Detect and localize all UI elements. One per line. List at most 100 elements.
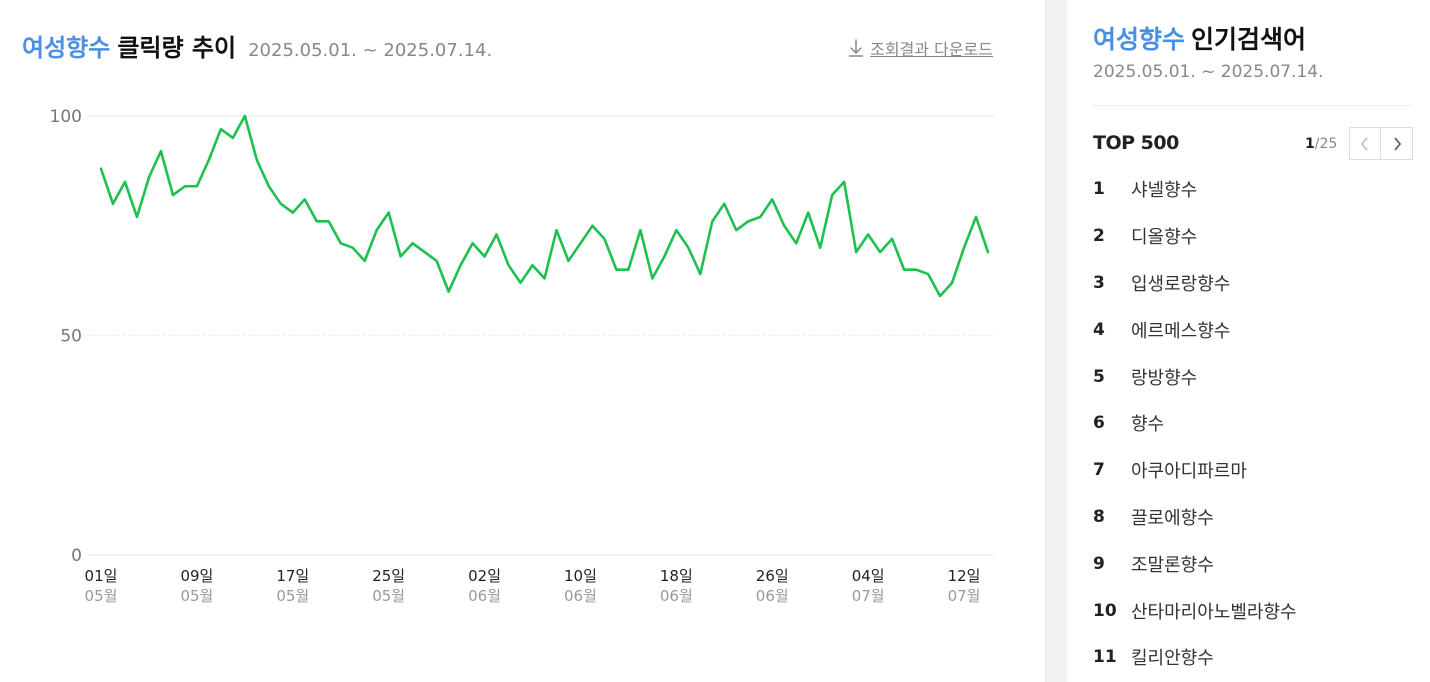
keyword-name[interactable]: 디올향수	[1131, 227, 1198, 249]
prev-page-button[interactable]	[1349, 127, 1381, 160]
data-point[interactable]	[780, 222, 788, 230]
keyword-name[interactable]: 입생로랑향수	[1131, 273, 1231, 295]
data-point[interactable]	[876, 248, 884, 256]
data-point[interactable]	[768, 195, 776, 203]
keyword-name[interactable]: 조말론향수	[1131, 554, 1214, 576]
data-point[interactable]	[517, 279, 525, 287]
data-point[interactable]	[313, 217, 321, 225]
keyword-list-item[interactable]: 6 향수	[1093, 400, 1297, 447]
data-point[interactable]	[277, 200, 285, 208]
keyword-name[interactable]: 산타마리아노벨라향수	[1131, 601, 1297, 623]
data-point[interactable]	[169, 191, 177, 199]
keyword-list-item[interactable]: 8 끌로에향수	[1093, 494, 1297, 541]
data-point[interactable]	[529, 261, 537, 269]
data-point[interactable]	[457, 261, 465, 269]
keyword-name[interactable]: 향수	[1131, 414, 1165, 436]
data-point[interactable]	[325, 217, 333, 225]
data-point[interactable]	[720, 200, 728, 208]
keyword-list-item[interactable]: 11 킬리안향수	[1093, 634, 1297, 681]
data-point[interactable]	[409, 239, 417, 247]
download-results-link[interactable]: 조회결과 다운로드	[848, 36, 993, 60]
data-point[interactable]	[888, 235, 896, 243]
data-point[interactable]	[193, 182, 201, 190]
data-point[interactable]	[373, 226, 381, 234]
data-point[interactable]	[816, 244, 824, 252]
keyword-name[interactable]: 아쿠아디파르마	[1131, 461, 1247, 483]
keyword-list-item[interactable]: 9 조말론향수	[1093, 540, 1297, 587]
data-point[interactable]	[912, 266, 920, 274]
data-point[interactable]	[349, 244, 357, 252]
data-point[interactable]	[648, 274, 656, 282]
keyword-name[interactable]: 랑방향수	[1131, 367, 1198, 389]
data-point[interactable]	[469, 239, 477, 247]
data-point[interactable]	[708, 217, 716, 225]
data-point[interactable]	[588, 222, 596, 230]
data-point[interactable]	[744, 217, 752, 225]
data-point[interactable]	[600, 235, 608, 243]
keyword-name[interactable]: 샤넬향수	[1131, 180, 1198, 202]
data-point[interactable]	[612, 266, 620, 274]
data-point[interactable]	[253, 156, 261, 164]
data-point[interactable]	[205, 156, 213, 164]
data-point[interactable]	[732, 226, 740, 234]
data-point[interactable]	[541, 274, 549, 282]
data-point[interactable]	[564, 257, 572, 265]
data-point[interactable]	[804, 209, 812, 217]
data-point[interactable]	[924, 270, 932, 278]
keyword-name[interactable]: 킬리안향수	[1131, 648, 1214, 670]
keyword-name[interactable]: 에르메스향수	[1131, 320, 1231, 342]
data-point[interactable]	[133, 213, 141, 221]
data-point[interactable]	[792, 239, 800, 247]
data-point[interactable]	[289, 209, 297, 217]
data-point[interactable]	[421, 248, 429, 256]
data-point[interactable]	[660, 252, 668, 260]
data-point[interactable]	[265, 182, 273, 190]
data-point[interactable]	[576, 239, 584, 247]
data-point[interactable]	[433, 257, 441, 265]
data-point[interactable]	[900, 266, 908, 274]
data-point[interactable]	[864, 231, 872, 239]
data-point[interactable]	[972, 213, 980, 221]
keyword-list-item[interactable]: 7 아쿠아디파르마	[1093, 447, 1297, 494]
data-point[interactable]	[852, 248, 860, 256]
next-page-button[interactable]	[1381, 127, 1413, 160]
data-point[interactable]	[552, 226, 560, 234]
data-point[interactable]	[840, 178, 848, 186]
data-point[interactable]	[624, 266, 632, 274]
data-point[interactable]	[217, 125, 225, 133]
keyword-list-item[interactable]: 3 입생로랑향수	[1093, 260, 1297, 307]
data-point[interactable]	[445, 288, 453, 296]
data-point[interactable]	[684, 244, 692, 252]
data-point[interactable]	[181, 182, 189, 190]
keyword-list-item[interactable]: 2 디올향수	[1093, 213, 1297, 260]
keyword-name[interactable]: 끌로에향수	[1131, 507, 1214, 529]
data-point[interactable]	[361, 257, 369, 265]
keyword-list-item[interactable]: 10 산타마리아노벨라향수	[1093, 587, 1297, 634]
keyword-list-item[interactable]: 4 에르메스향수	[1093, 306, 1297, 353]
data-point[interactable]	[696, 270, 704, 278]
data-point[interactable]	[636, 226, 644, 234]
data-point[interactable]	[948, 279, 956, 287]
data-point[interactable]	[960, 244, 968, 252]
data-point[interactable]	[229, 134, 237, 142]
data-point[interactable]	[984, 248, 992, 256]
data-point[interactable]	[337, 239, 345, 247]
data-point[interactable]	[493, 231, 501, 239]
data-point[interactable]	[756, 213, 764, 221]
data-point[interactable]	[145, 173, 153, 181]
data-point[interactable]	[828, 191, 836, 199]
data-point[interactable]	[157, 147, 165, 155]
data-point[interactable]	[397, 252, 405, 260]
data-point[interactable]	[481, 252, 489, 260]
data-point[interactable]	[505, 261, 513, 269]
data-point[interactable]	[672, 226, 680, 234]
data-point[interactable]	[241, 112, 249, 120]
data-point[interactable]	[109, 200, 117, 208]
data-point[interactable]	[97, 165, 105, 173]
keyword-list-item[interactable]: 1 샤넬향수	[1093, 166, 1297, 213]
data-point[interactable]	[121, 178, 129, 186]
data-point[interactable]	[385, 209, 393, 217]
data-point[interactable]	[936, 292, 944, 300]
keyword-list-item[interactable]: 5 랑방향수	[1093, 353, 1297, 400]
data-point[interactable]	[301, 195, 309, 203]
